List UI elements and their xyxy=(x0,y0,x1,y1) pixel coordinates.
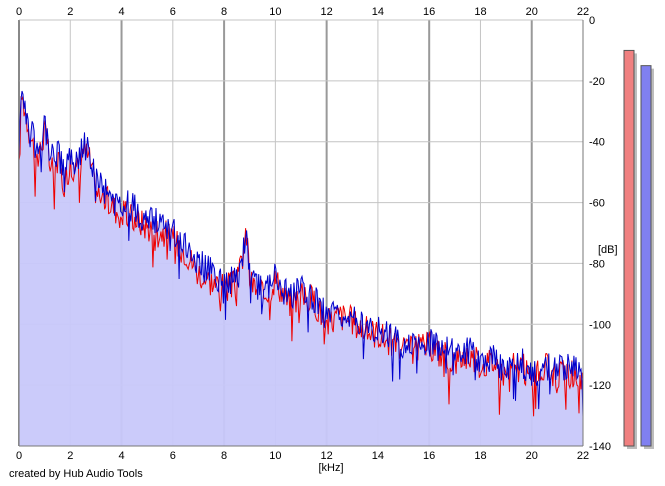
x-tick-label-top: 6 xyxy=(170,6,176,18)
y-tick-label: -80 xyxy=(589,258,605,270)
x-tick-label-top: 14 xyxy=(372,6,384,18)
y-tick-label: -40 xyxy=(589,137,605,149)
left-level-meter xyxy=(623,49,635,447)
x-tick-label-bottom: 4 xyxy=(118,450,124,462)
x-tick-label-bottom: 22 xyxy=(577,450,589,462)
y-ticks: 0 -20 -40 -60 -80 -100 -120 -140 xyxy=(589,15,611,453)
right-channel-line xyxy=(18,90,584,417)
spectrum-fill xyxy=(19,91,583,446)
y-tick-label: -140 xyxy=(589,441,611,453)
y-axis-label: [dB] xyxy=(598,244,618,256)
x-axis-label: [kHz] xyxy=(318,462,343,474)
right-level-meter xyxy=(640,65,652,447)
credit-text: created by Hub Audio Tools xyxy=(9,468,143,480)
left-channel-trace xyxy=(18,95,584,417)
x-tick-label-bottom: 0 xyxy=(16,450,22,462)
x-tick-label-top: 8 xyxy=(221,6,227,18)
x-tick-label-top: 0 xyxy=(16,6,22,18)
x-tick-label-top: 2 xyxy=(67,6,73,18)
x-tick-label-bottom: 18 xyxy=(474,450,486,462)
spectrum-area xyxy=(19,91,583,446)
x-tick-label-bottom: 6 xyxy=(170,450,176,462)
x-tick-label-top: 12 xyxy=(321,6,333,18)
x-tick-label-bottom: 8 xyxy=(221,450,227,462)
x-tick-label-top: 22 xyxy=(577,6,589,18)
x-ticks-bottom: 0 2 4 6 8 10 12 14 16 18 20 22 xyxy=(16,450,589,462)
y-tick-label: 0 xyxy=(589,15,595,27)
x-tick-label-bottom: 20 xyxy=(526,450,538,462)
x-tick-label-top: 4 xyxy=(118,6,124,18)
level-meters xyxy=(623,49,654,450)
x-tick-label-top: 18 xyxy=(474,6,486,18)
axes xyxy=(18,20,584,447)
x-tick-label-bottom: 2 xyxy=(67,450,73,462)
y-tick-label: -120 xyxy=(589,380,611,392)
x-tick-label-top: 10 xyxy=(269,6,281,18)
x-tick-label-bottom: 14 xyxy=(372,450,384,462)
y-tick-label: -60 xyxy=(589,198,605,210)
x-ticks-top: 0 2 4 6 8 10 12 14 16 18 20 22 xyxy=(16,6,589,18)
x-tick-label-top: 20 xyxy=(526,6,538,18)
x-tick-label-bottom: 16 xyxy=(423,450,435,462)
right-channel-trace xyxy=(18,90,584,417)
x-tick-label-top: 16 xyxy=(423,6,435,18)
x-tick-label-bottom: 12 xyxy=(321,450,333,462)
y-tick-label: -100 xyxy=(589,319,611,331)
left-channel-line xyxy=(18,95,584,417)
y-tick-label: -20 xyxy=(589,76,605,88)
x-tick-label-bottom: 10 xyxy=(269,450,281,462)
